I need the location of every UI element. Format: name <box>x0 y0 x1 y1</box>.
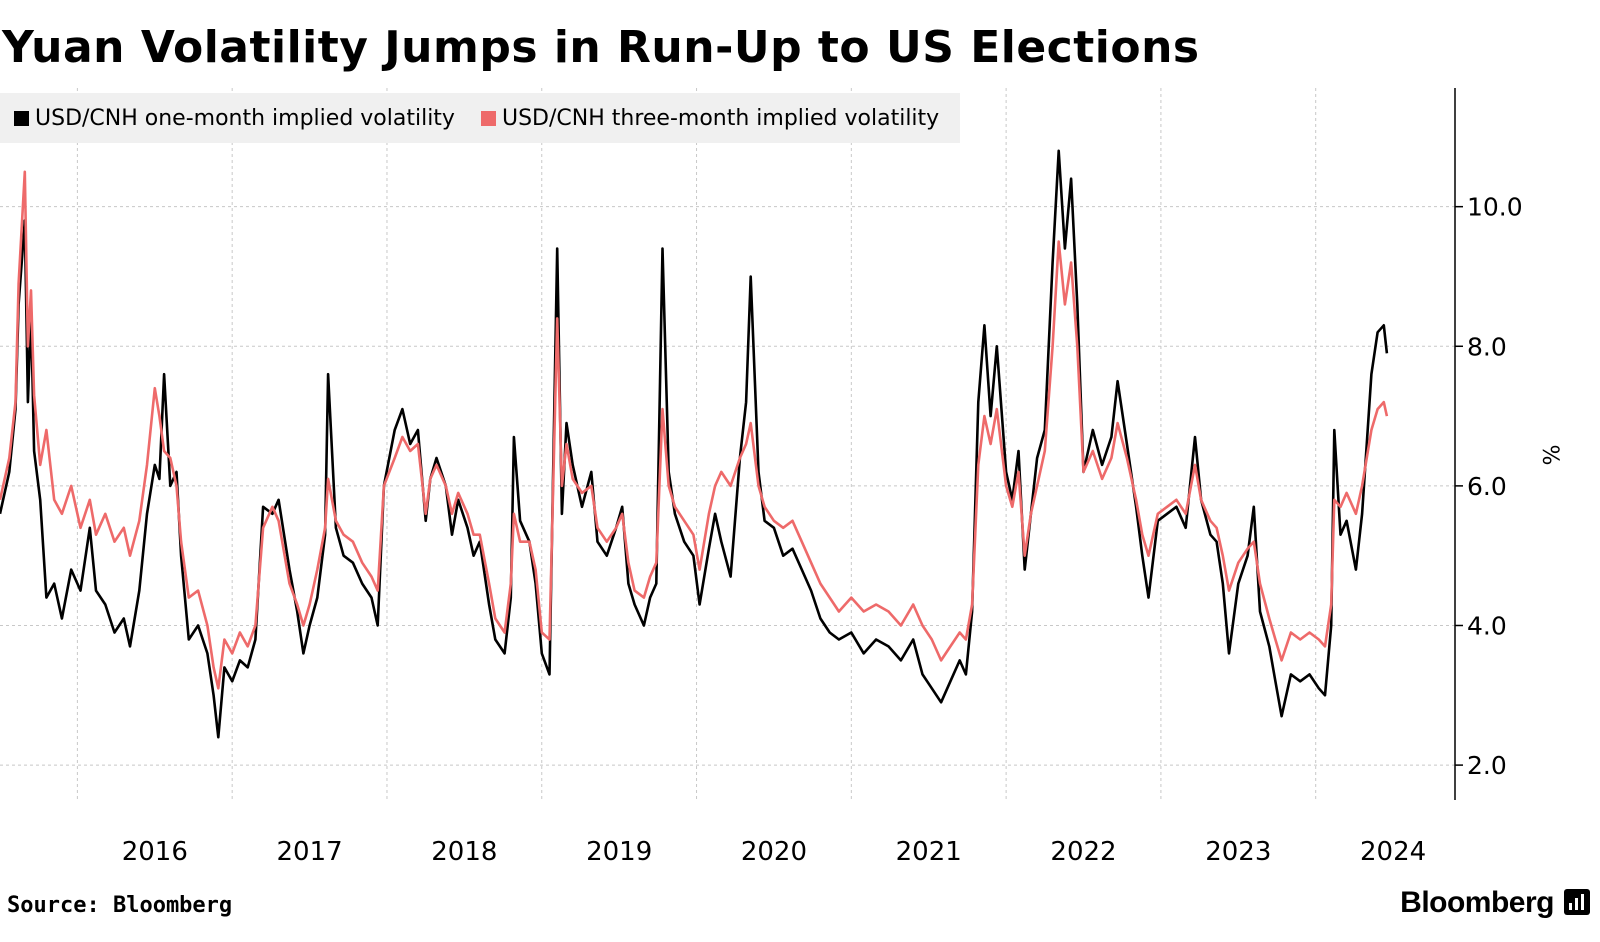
x-tick-label: 2016 <box>122 837 188 867</box>
legend-swatch-three-month <box>480 110 496 126</box>
y-tick-label: 4.0 <box>1467 611 1507 640</box>
legend-label-one-month: USD/CNH one-month implied volatility <box>35 105 455 131</box>
x-tick-label: 2018 <box>431 837 497 867</box>
y-tick-label: 10.0 <box>1467 193 1523 222</box>
x-tick-label: 2021 <box>896 837 962 867</box>
source-note: Source: Bloomberg <box>7 893 233 918</box>
legend-label-three-month: USD/CNH three-month implied volatility <box>501 105 940 131</box>
legend: USD/CNH one-month implied volatility USD… <box>0 93 960 143</box>
series-line-one-month <box>0 149 1389 739</box>
bloomberg-terminal-icon <box>1564 889 1590 915</box>
legend-swatch-one-month <box>14 110 29 126</box>
series-line-three-month <box>0 170 1389 690</box>
x-tick-label: 2019 <box>586 837 652 867</box>
x-tick-label: 2020 <box>741 837 807 867</box>
brand-logo: Bloomberg <box>1400 886 1554 919</box>
legend-item-one-month: USD/CNH one-month implied volatility <box>14 106 455 131</box>
x-tick-label: 2024 <box>1360 837 1426 867</box>
legend-item-three-month: USD/CNH three-month implied volatility <box>480 105 940 131</box>
x-tick-label: 2023 <box>1205 837 1271 867</box>
y-axis-label: % <box>1537 445 1562 466</box>
chart-title: Yuan Volatility Jumps in Run-Up to US El… <box>2 22 1200 73</box>
y-tick-label: 2.0 <box>1467 751 1507 780</box>
x-tick-label: 2017 <box>276 837 342 867</box>
x-tick-label: 2022 <box>1050 837 1116 867</box>
y-tick-label: 6.0 <box>1467 472 1507 501</box>
y-tick-label: 8.0 <box>1467 332 1507 361</box>
